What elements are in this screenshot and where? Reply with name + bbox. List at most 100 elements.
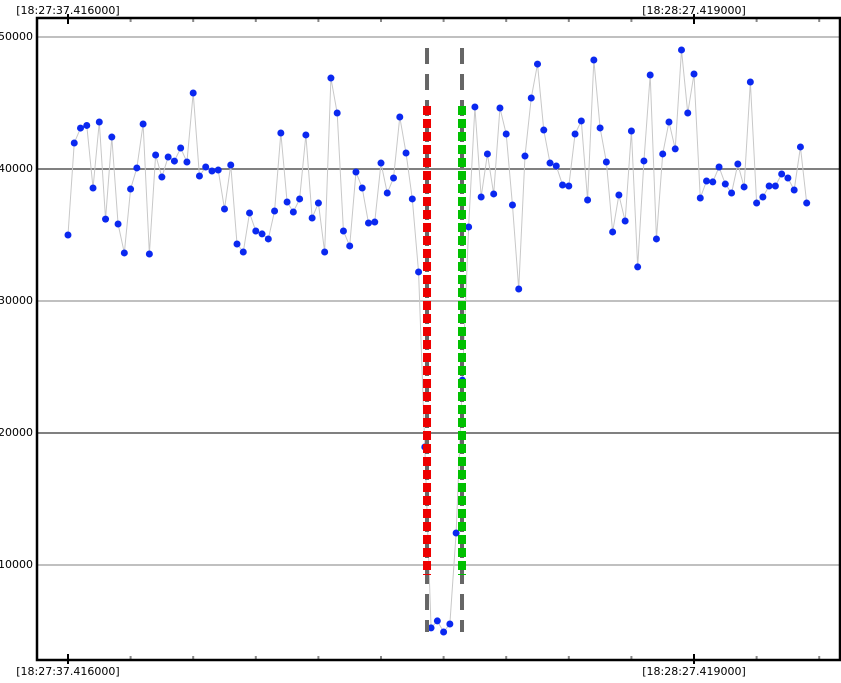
data-point <box>446 620 454 628</box>
data-point <box>659 150 667 158</box>
data-point <box>302 131 310 139</box>
y-tick-label: 30000 <box>0 294 33 307</box>
data-point <box>521 152 529 160</box>
data-point <box>427 624 435 632</box>
data-point <box>227 161 235 169</box>
data-point <box>377 159 385 167</box>
data-point <box>252 227 260 235</box>
data-point <box>671 145 679 153</box>
data-point <box>709 178 717 186</box>
data-point <box>602 158 610 166</box>
data-point <box>677 46 685 54</box>
data-point <box>164 153 172 161</box>
data-point <box>778 170 786 178</box>
data-point <box>477 193 485 201</box>
x-tick-label-top: [18:28:27.419000] <box>642 4 745 17</box>
data-point <box>152 151 160 159</box>
data-point <box>740 183 748 191</box>
y-tick-label: 10000 <box>0 558 33 571</box>
data-point <box>452 529 460 537</box>
data-point <box>490 190 498 198</box>
data-point <box>546 159 554 167</box>
data-point <box>239 248 247 256</box>
data-point <box>346 242 354 250</box>
data-point <box>408 195 416 203</box>
series-line <box>67 49 808 633</box>
data-point <box>715 163 723 171</box>
data-point <box>471 103 479 111</box>
data-point <box>433 617 441 625</box>
data-point <box>127 185 135 193</box>
y-tick-label: 50000 <box>0 30 33 43</box>
data-point <box>734 160 742 168</box>
data-point <box>95 118 103 126</box>
data-point <box>621 217 629 225</box>
data-point <box>364 219 372 227</box>
data-point <box>133 164 141 172</box>
data-point <box>189 89 197 97</box>
data-point <box>396 113 404 121</box>
data-point <box>684 109 692 117</box>
data-point <box>690 70 698 78</box>
data-point <box>358 184 366 192</box>
data-point <box>721 180 729 188</box>
data-point <box>746 78 754 86</box>
data-point <box>483 150 491 158</box>
data-point <box>289 208 297 216</box>
data-point <box>584 196 592 204</box>
data-point <box>258 230 266 238</box>
data-point <box>390 174 398 182</box>
data-point <box>652 235 660 243</box>
data-point <box>296 195 304 203</box>
data-point <box>590 56 598 64</box>
data-point <box>496 104 504 112</box>
data-point <box>333 109 341 117</box>
data-point <box>383 189 391 197</box>
x-tick-label-top: [18:27:37.416000] <box>16 4 119 17</box>
data-point <box>508 201 516 209</box>
data-point <box>264 235 272 243</box>
y-tick-label: 40000 <box>0 162 33 175</box>
data-point <box>246 209 254 217</box>
data-point <box>465 223 473 231</box>
data-point <box>534 60 542 68</box>
data-point <box>114 220 122 228</box>
data-point <box>803 199 811 207</box>
data-point <box>728 189 736 197</box>
data-point <box>339 227 347 235</box>
data-point <box>195 172 203 180</box>
data-point <box>703 177 711 185</box>
data-point <box>283 198 291 206</box>
data-point <box>527 94 535 102</box>
data-point <box>515 285 523 293</box>
data-point <box>314 199 322 207</box>
x-tick-label: [18:28:27.419000] <box>642 665 745 678</box>
data-point <box>615 191 623 199</box>
data-point <box>108 133 116 141</box>
data-point <box>640 157 648 165</box>
data-point <box>277 129 285 137</box>
data-point <box>559 181 567 189</box>
data-point <box>665 118 673 126</box>
data-point <box>327 74 335 82</box>
data-point <box>415 268 423 276</box>
data-point <box>102 215 110 223</box>
data-point <box>214 166 222 174</box>
data-point <box>202 163 210 171</box>
data-point <box>77 124 85 132</box>
data-point <box>502 130 510 138</box>
data-point <box>139 120 147 128</box>
data-point <box>790 186 798 194</box>
data-point <box>352 168 360 176</box>
data-point <box>696 194 704 202</box>
data-point <box>170 157 178 165</box>
y-tick-label: 20000 <box>0 426 33 439</box>
data-point <box>753 199 761 207</box>
data-point <box>145 250 153 258</box>
data-point <box>271 207 279 215</box>
data-point <box>565 182 573 190</box>
data-point <box>208 167 216 175</box>
data-point <box>220 205 228 213</box>
data-point <box>646 71 654 79</box>
